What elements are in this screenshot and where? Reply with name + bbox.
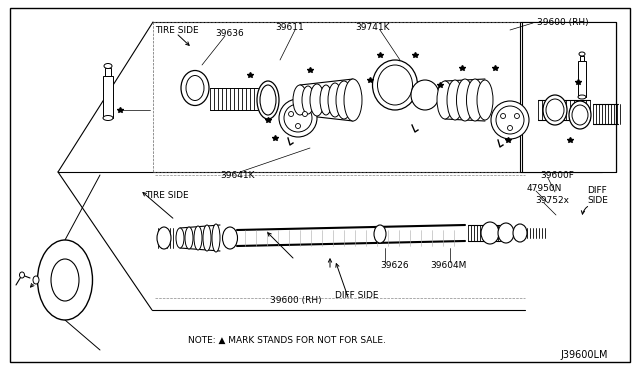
Text: 39626: 39626 bbox=[380, 260, 408, 269]
Ellipse shape bbox=[186, 76, 204, 100]
Text: 39600 (RH): 39600 (RH) bbox=[537, 17, 589, 26]
Text: 39641K: 39641K bbox=[220, 170, 255, 180]
Ellipse shape bbox=[103, 115, 113, 121]
Ellipse shape bbox=[378, 65, 413, 105]
Ellipse shape bbox=[302, 86, 314, 114]
Ellipse shape bbox=[500, 113, 506, 119]
Text: 39600 (RH): 39600 (RH) bbox=[270, 295, 322, 305]
Text: 39604M: 39604M bbox=[430, 260, 467, 269]
Ellipse shape bbox=[303, 112, 307, 116]
Ellipse shape bbox=[157, 227, 171, 249]
Text: DIFF: DIFF bbox=[587, 186, 607, 195]
Polygon shape bbox=[103, 76, 113, 118]
Ellipse shape bbox=[374, 225, 386, 243]
Text: TIRE SIDE: TIRE SIDE bbox=[145, 190, 189, 199]
Text: NOTE: ▲ MARK STANDS FOR NOT FOR SALE.: NOTE: ▲ MARK STANDS FOR NOT FOR SALE. bbox=[188, 336, 386, 344]
Ellipse shape bbox=[569, 101, 591, 129]
Ellipse shape bbox=[257, 81, 279, 119]
Text: 47950N: 47950N bbox=[527, 183, 563, 192]
Ellipse shape bbox=[203, 225, 211, 251]
Ellipse shape bbox=[279, 99, 317, 137]
Ellipse shape bbox=[437, 81, 453, 119]
Text: J39600LM: J39600LM bbox=[560, 350, 607, 360]
Ellipse shape bbox=[176, 228, 184, 248]
Ellipse shape bbox=[467, 79, 483, 121]
Text: SIDE: SIDE bbox=[587, 196, 608, 205]
Ellipse shape bbox=[51, 259, 79, 301]
Text: 39600F: 39600F bbox=[540, 170, 574, 180]
Ellipse shape bbox=[296, 124, 301, 128]
Ellipse shape bbox=[498, 223, 514, 243]
Polygon shape bbox=[578, 61, 586, 97]
Ellipse shape bbox=[491, 101, 529, 139]
Ellipse shape bbox=[578, 95, 586, 99]
Ellipse shape bbox=[212, 224, 220, 252]
Ellipse shape bbox=[481, 222, 499, 244]
Text: DIFF SIDE: DIFF SIDE bbox=[335, 291, 378, 299]
Ellipse shape bbox=[284, 104, 312, 132]
Ellipse shape bbox=[181, 71, 209, 106]
Ellipse shape bbox=[289, 112, 294, 116]
Polygon shape bbox=[105, 68, 111, 76]
Ellipse shape bbox=[336, 81, 352, 119]
Ellipse shape bbox=[104, 64, 112, 68]
Ellipse shape bbox=[293, 85, 307, 115]
Ellipse shape bbox=[344, 79, 362, 121]
Text: 39752x: 39752x bbox=[535, 196, 569, 205]
Ellipse shape bbox=[328, 83, 342, 117]
Ellipse shape bbox=[477, 80, 493, 120]
Ellipse shape bbox=[38, 240, 93, 320]
Text: 39611: 39611 bbox=[275, 22, 304, 32]
Ellipse shape bbox=[19, 272, 24, 278]
Text: 39636: 39636 bbox=[215, 29, 244, 38]
Ellipse shape bbox=[310, 84, 324, 116]
Ellipse shape bbox=[194, 226, 202, 250]
Ellipse shape bbox=[223, 227, 237, 249]
Ellipse shape bbox=[496, 106, 524, 134]
Ellipse shape bbox=[372, 60, 417, 110]
Ellipse shape bbox=[543, 95, 567, 125]
Polygon shape bbox=[580, 56, 584, 61]
Ellipse shape bbox=[447, 80, 463, 120]
Ellipse shape bbox=[508, 125, 513, 131]
Ellipse shape bbox=[320, 85, 332, 115]
Ellipse shape bbox=[185, 227, 193, 249]
Ellipse shape bbox=[456, 79, 474, 121]
Ellipse shape bbox=[513, 224, 527, 242]
Text: TIRE SIDE: TIRE SIDE bbox=[155, 26, 198, 35]
Ellipse shape bbox=[546, 99, 564, 121]
Bar bbox=[520, 22, 616, 172]
Ellipse shape bbox=[572, 105, 588, 125]
Ellipse shape bbox=[411, 80, 439, 110]
Ellipse shape bbox=[515, 113, 520, 119]
Ellipse shape bbox=[33, 276, 39, 284]
Ellipse shape bbox=[260, 85, 276, 115]
Text: 39741K: 39741K bbox=[355, 22, 390, 32]
Ellipse shape bbox=[579, 52, 585, 56]
